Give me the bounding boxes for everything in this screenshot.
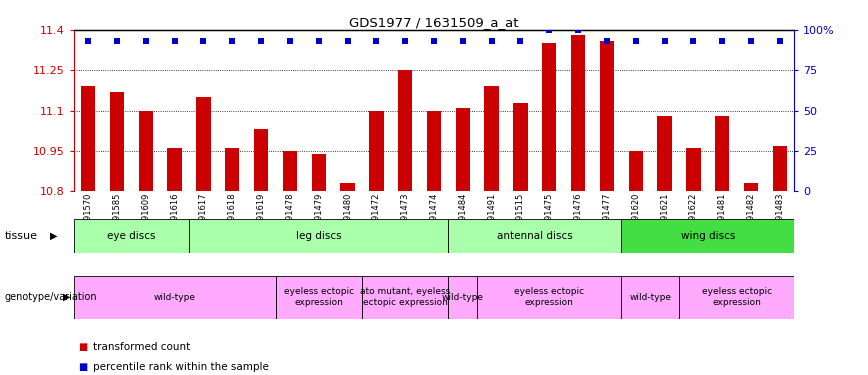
Text: genotype/variation: genotype/variation <box>4 292 97 302</box>
Point <box>658 38 672 44</box>
Bar <box>196 97 211 191</box>
Text: wild-type: wild-type <box>629 292 671 302</box>
Text: wing discs: wing discs <box>681 231 735 241</box>
Bar <box>542 44 556 191</box>
Point <box>254 38 268 44</box>
Text: eyeless ectopic
expression: eyeless ectopic expression <box>701 288 772 307</box>
Point <box>484 38 498 44</box>
Point <box>600 38 614 44</box>
Bar <box>139 111 153 191</box>
Bar <box>362 276 449 319</box>
Point <box>370 38 384 44</box>
Bar <box>628 151 643 191</box>
Point <box>687 38 700 44</box>
Bar <box>477 276 621 319</box>
Bar <box>109 92 124 191</box>
Point <box>773 38 786 44</box>
Point <box>571 27 585 33</box>
Text: ▶: ▶ <box>62 292 70 302</box>
Bar <box>513 102 528 191</box>
Bar <box>687 148 700 191</box>
Point <box>427 38 441 44</box>
Bar <box>340 183 355 191</box>
Text: tissue: tissue <box>4 231 37 241</box>
Text: eye discs: eye discs <box>107 231 155 241</box>
Point <box>82 38 95 44</box>
Point <box>283 38 297 44</box>
Bar <box>427 111 441 191</box>
Bar <box>715 116 729 191</box>
Bar <box>679 276 794 319</box>
Bar <box>484 87 499 191</box>
Point <box>340 38 354 44</box>
Bar <box>253 129 268 191</box>
Point <box>196 38 210 44</box>
Bar <box>456 108 470 191</box>
Bar <box>275 276 362 319</box>
Point <box>168 38 181 44</box>
Point <box>398 38 412 44</box>
Bar <box>600 41 615 191</box>
Bar <box>312 154 326 191</box>
Bar <box>398 70 412 191</box>
Text: wild-type: wild-type <box>442 292 483 302</box>
Text: wild-type: wild-type <box>154 292 195 302</box>
Text: eyeless ectopic
expression: eyeless ectopic expression <box>514 288 584 307</box>
Bar <box>657 116 672 191</box>
Point <box>312 38 326 44</box>
Text: leg discs: leg discs <box>296 231 341 241</box>
Bar <box>744 183 759 191</box>
Bar <box>369 111 384 191</box>
Bar <box>168 148 182 191</box>
Point <box>628 38 642 44</box>
Text: antennal discs: antennal discs <box>497 231 573 241</box>
Point <box>542 27 556 33</box>
Bar <box>449 276 477 319</box>
Point <box>744 38 758 44</box>
Bar <box>621 219 794 253</box>
Text: ato mutant, eyeless
ectopic expression: ato mutant, eyeless ectopic expression <box>360 288 450 307</box>
Bar <box>449 219 621 253</box>
Title: GDS1977 / 1631509_a_at: GDS1977 / 1631509_a_at <box>349 16 519 29</box>
Bar <box>74 276 275 319</box>
Bar <box>74 219 189 253</box>
Point <box>715 38 729 44</box>
Text: eyeless ectopic
expression: eyeless ectopic expression <box>284 288 354 307</box>
Text: percentile rank within the sample: percentile rank within the sample <box>93 362 269 372</box>
Bar <box>571 35 585 191</box>
Point <box>514 38 528 44</box>
Text: ■: ■ <box>78 362 88 372</box>
Bar <box>283 151 297 191</box>
Point <box>110 38 124 44</box>
Bar <box>225 148 240 191</box>
Text: ■: ■ <box>78 342 88 352</box>
Bar <box>621 276 679 319</box>
Point <box>139 38 153 44</box>
Bar <box>81 87 95 191</box>
Bar <box>773 146 787 191</box>
Bar <box>189 219 449 253</box>
Text: transformed count: transformed count <box>93 342 190 352</box>
Text: ▶: ▶ <box>50 231 58 241</box>
Point <box>456 38 470 44</box>
Point <box>226 38 240 44</box>
